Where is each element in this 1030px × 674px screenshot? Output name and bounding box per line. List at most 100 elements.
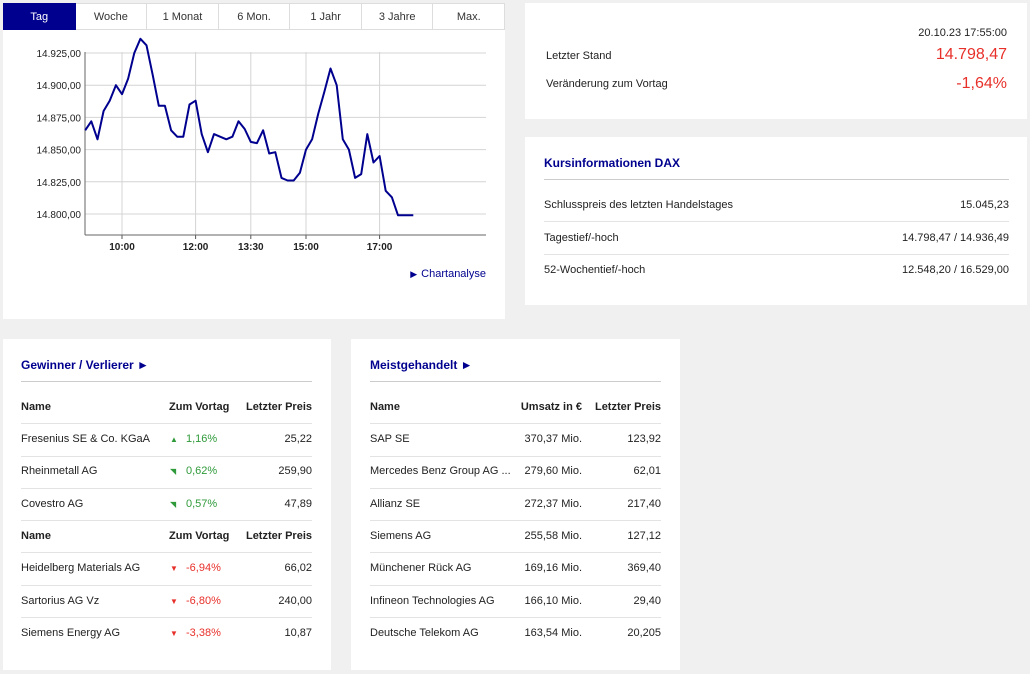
stock-name-link[interactable]: Heidelberg Materials AG bbox=[21, 562, 141, 574]
column-header-name: Name bbox=[21, 530, 51, 542]
arrow-down-icon: ▼ bbox=[170, 629, 178, 638]
last-price-label: Letzter Stand bbox=[546, 50, 612, 62]
info-label: 52-Wochentief/-hoch bbox=[544, 264, 646, 276]
y-tick-label: 14.875,00 bbox=[37, 113, 82, 124]
most-traded-panel: Meistgehandelt ► Name Umsatz in € Letzte… bbox=[351, 339, 680, 670]
column-header-price: Letzter Preis bbox=[245, 401, 312, 413]
info-label: Tagestief/-hoch bbox=[544, 232, 619, 244]
divider bbox=[544, 254, 1009, 255]
price-value: 127,12 bbox=[627, 530, 661, 542]
price-value: 217,40 bbox=[627, 498, 661, 510]
x-tick-label: 15:00 bbox=[293, 242, 319, 253]
column-header-volume: Umsatz in € bbox=[520, 401, 582, 413]
divider bbox=[21, 456, 312, 457]
stock-name-link[interactable]: Covestro AG bbox=[21, 498, 84, 510]
arrow-up-right-icon: ◥ bbox=[170, 500, 177, 509]
stock-name-link[interactable]: Mercedes Benz Group AG ... bbox=[370, 465, 511, 477]
y-tick-label: 14.900,00 bbox=[37, 81, 82, 92]
info-value: 12.548,20 / 16.529,00 bbox=[901, 264, 1009, 276]
play-icon: ▶ bbox=[410, 269, 418, 279]
price-value: 240,00 bbox=[278, 595, 312, 607]
x-tick-label: 10:00 bbox=[109, 242, 135, 253]
divider bbox=[21, 617, 312, 618]
stock-name-link[interactable]: Rheinmetall AG bbox=[21, 465, 98, 477]
stock-name-link[interactable]: Münchener Rück AG bbox=[370, 562, 472, 574]
x-tick-label: 17:00 bbox=[367, 242, 393, 253]
volume-value: 163,54 Mio. bbox=[524, 627, 582, 639]
dax-info-panel: Kursinformationen DAX Schlusspreis des l… bbox=[525, 137, 1027, 305]
stock-name-link[interactable]: Sartorius AG Vz bbox=[21, 595, 100, 607]
chart-panel: Tag Woche 1 Monat 6 Mon. 1 Jahr 3 Jahre … bbox=[3, 3, 506, 319]
price-series-line bbox=[84, 37, 414, 217]
arrow-down-icon: ▼ bbox=[170, 597, 178, 606]
arrow-up-icon: ▲ bbox=[170, 435, 178, 444]
column-header-price: Letzter Preis bbox=[245, 530, 312, 542]
stock-name-link[interactable]: Siemens Energy AG bbox=[21, 627, 121, 639]
divider bbox=[370, 456, 661, 457]
info-value: 14.798,47 / 14.936,49 bbox=[901, 232, 1009, 244]
column-header-change: Zum Vortag bbox=[169, 401, 230, 413]
column-header-price: Letzter Preis bbox=[594, 401, 661, 413]
tab-1-jahr[interactable]: 1 Jahr bbox=[290, 3, 362, 30]
stock-name-link[interactable]: Allianz SE bbox=[370, 498, 421, 510]
tab-max[interactable]: Max. bbox=[433, 3, 506, 30]
tab-6-mon[interactable]: 6 Mon. bbox=[218, 3, 291, 30]
volume-value: 166,10 Mio. bbox=[524, 595, 582, 607]
divider bbox=[370, 585, 661, 586]
stock-name-link[interactable]: Fresenius SE & Co. KGaA bbox=[21, 433, 150, 445]
price-value: 66,02 bbox=[284, 562, 312, 574]
info-value: 15.045,23 bbox=[960, 199, 1009, 211]
last-price-value: 14.798,47 bbox=[935, 46, 1007, 63]
y-tick-label: 14.925,00 bbox=[37, 49, 82, 60]
stock-name-link[interactable]: Infineon Technologies AG bbox=[370, 595, 495, 607]
price-value: 20,205 bbox=[627, 627, 661, 639]
arrow-up-right-icon: ◥ bbox=[170, 467, 177, 476]
divider bbox=[544, 221, 1009, 222]
price-chart[interactable]: 14.925,00 14.900,00 14.875,00 14.850,00 14.8… bbox=[3, 30, 505, 260]
change-value: 0,62% bbox=[186, 465, 218, 477]
stock-name-link[interactable]: SAP SE bbox=[370, 433, 410, 445]
price-value: 29,40 bbox=[633, 595, 661, 607]
x-tick-label: 12:00 bbox=[183, 242, 209, 253]
gainers-losers-panel: Gewinner / Verlierer ► Name Zum Vortag L… bbox=[3, 339, 331, 670]
volume-value: 169,16 Mio. bbox=[524, 562, 582, 574]
tab-tag[interactable]: Tag bbox=[3, 3, 76, 30]
y-tick-label: 14.850,00 bbox=[37, 146, 82, 157]
divider bbox=[21, 488, 312, 489]
divider bbox=[544, 179, 1009, 180]
change-value: 1,16% bbox=[186, 433, 218, 445]
change-value: -6,94% bbox=[186, 562, 221, 574]
divider bbox=[370, 552, 661, 553]
chartanalyse-link[interactable]: ▶ Chartanalyse bbox=[410, 268, 486, 280]
price-value: 259,90 bbox=[278, 465, 312, 477]
divider bbox=[370, 381, 661, 382]
divider bbox=[370, 488, 661, 489]
divider bbox=[21, 585, 312, 586]
change-label: Veränderung zum Vortag bbox=[546, 78, 668, 90]
volume-value: 279,60 Mio. bbox=[524, 465, 582, 477]
volume-value: 272,37 Mio. bbox=[524, 498, 582, 510]
tab-3-jahre[interactable]: 3 Jahre bbox=[361, 3, 434, 30]
divider bbox=[370, 520, 661, 521]
change-value: -3,38% bbox=[186, 627, 221, 639]
y-tick-label: 14.800,00 bbox=[37, 210, 82, 221]
tab-1-monat[interactable]: 1 Monat bbox=[147, 3, 219, 30]
quote-timestamp: 20.10.23 17:55:00 bbox=[918, 27, 1007, 39]
tab-woche[interactable]: Woche bbox=[75, 3, 148, 30]
most-traded-title[interactable]: Meistgehandelt ► bbox=[370, 358, 473, 372]
divider bbox=[370, 423, 661, 424]
stock-name-link[interactable]: Siemens AG bbox=[370, 530, 432, 542]
price-value: 123,92 bbox=[627, 433, 661, 445]
info-label: Schlusspreis des letzten Handelstages bbox=[544, 199, 733, 211]
column-header-change: Zum Vortag bbox=[169, 530, 230, 542]
divider bbox=[21, 520, 312, 521]
divider bbox=[21, 423, 312, 424]
divider bbox=[370, 617, 661, 618]
stock-name-link[interactable]: Deutsche Telekom AG bbox=[370, 627, 479, 639]
gainers-losers-title[interactable]: Gewinner / Verlierer ► bbox=[21, 358, 149, 372]
price-value: 369,40 bbox=[627, 562, 661, 574]
timeframe-tabs: Tag Woche 1 Monat 6 Mon. 1 Jahr 3 Jahre … bbox=[3, 3, 506, 30]
volume-value: 370,37 Mio. bbox=[524, 433, 582, 445]
divider bbox=[21, 552, 312, 553]
price-value: 10,87 bbox=[284, 627, 312, 639]
